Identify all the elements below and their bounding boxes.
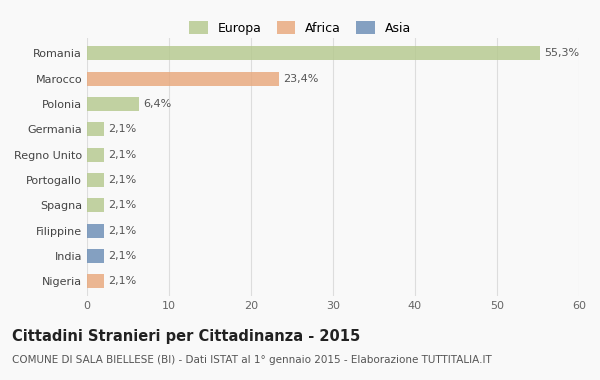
Text: 2,1%: 2,1% <box>109 175 137 185</box>
Bar <box>87 71 279 86</box>
Text: 2,1%: 2,1% <box>109 150 137 160</box>
Text: 2,1%: 2,1% <box>109 226 137 236</box>
Text: 2,1%: 2,1% <box>109 276 137 286</box>
Text: 6,4%: 6,4% <box>143 99 172 109</box>
Text: 23,4%: 23,4% <box>283 74 319 84</box>
Bar <box>87 147 104 162</box>
Text: COMUNE DI SALA BIELLESE (BI) - Dati ISTAT al 1° gennaio 2015 - Elaborazione TUTT: COMUNE DI SALA BIELLESE (BI) - Dati ISTA… <box>12 355 492 365</box>
Text: 2,1%: 2,1% <box>109 200 137 210</box>
Bar <box>87 173 104 187</box>
Bar <box>87 46 541 60</box>
Bar <box>87 122 104 136</box>
Legend: Europa, Africa, Asia: Europa, Africa, Asia <box>185 17 415 39</box>
Bar <box>87 274 104 288</box>
Bar <box>87 97 139 111</box>
Text: 2,1%: 2,1% <box>109 251 137 261</box>
Text: 2,1%: 2,1% <box>109 124 137 134</box>
Bar <box>87 223 104 238</box>
Bar <box>87 198 104 212</box>
Text: 55,3%: 55,3% <box>545 48 580 58</box>
Text: Cittadini Stranieri per Cittadinanza - 2015: Cittadini Stranieri per Cittadinanza - 2… <box>12 329 360 344</box>
Bar <box>87 249 104 263</box>
